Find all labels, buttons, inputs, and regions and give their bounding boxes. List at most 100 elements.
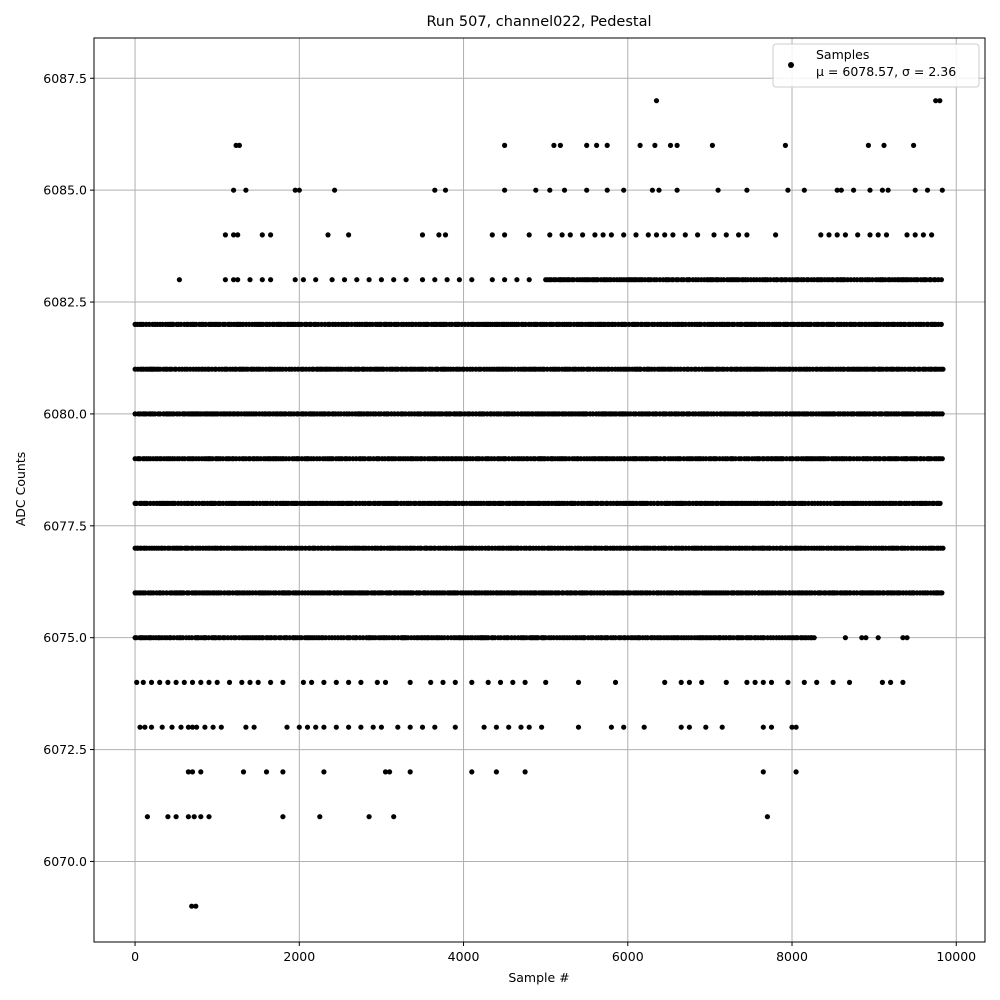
- data-point: [637, 142, 643, 148]
- data-point: [292, 187, 298, 193]
- data-point: [157, 679, 163, 686]
- data-point: [440, 679, 446, 686]
- data-point: [173, 679, 179, 686]
- data-point: [346, 232, 352, 238]
- data-point: [818, 232, 824, 238]
- data-point: [214, 679, 220, 686]
- data-point: [584, 142, 590, 148]
- data-point: [268, 277, 274, 283]
- data-point: [801, 187, 807, 193]
- data-point: [419, 232, 426, 238]
- data-point: [592, 232, 598, 238]
- data-point: [366, 814, 372, 820]
- data-point: [785, 187, 791, 193]
- x-tick-label: 4000: [448, 949, 480, 964]
- y-axis-label: ADC Counts: [13, 452, 28, 527]
- data-point: [181, 679, 187, 686]
- data-point: [493, 769, 499, 775]
- data-point: [662, 232, 668, 238]
- data-point: [382, 769, 389, 775]
- data-point: [879, 679, 886, 686]
- data-point: [744, 187, 750, 193]
- data-point: [575, 724, 582, 730]
- data-point: [649, 187, 656, 193]
- data-point: [670, 232, 676, 238]
- data-point: [346, 724, 352, 730]
- data-point: [633, 232, 639, 238]
- data-point: [600, 232, 606, 238]
- data-point: [251, 724, 257, 730]
- data-point: [194, 724, 200, 730]
- data-point: [489, 232, 495, 238]
- data-point: [159, 724, 165, 730]
- data-point: [938, 321, 944, 327]
- data-point: [198, 769, 204, 775]
- data-point: [526, 277, 532, 283]
- data-point: [321, 769, 327, 775]
- data-point: [855, 232, 861, 238]
- data-point: [366, 277, 372, 283]
- data-point: [236, 142, 242, 148]
- data-point: [189, 724, 196, 730]
- data-point: [760, 724, 766, 730]
- data-point: [452, 724, 458, 730]
- data-point: [723, 232, 729, 238]
- data-point: [148, 724, 155, 730]
- data-point: [793, 724, 799, 730]
- x-tick-label: 6000: [612, 949, 644, 964]
- data-point: [608, 232, 615, 238]
- data-point: [518, 724, 524, 730]
- data-point: [929, 232, 935, 238]
- data-point: [580, 232, 586, 238]
- data-point: [304, 724, 311, 730]
- data-point: [502, 187, 508, 193]
- data-point: [834, 232, 840, 238]
- data-point: [682, 232, 688, 238]
- data-point: [641, 724, 647, 730]
- data-point: [309, 679, 315, 686]
- data-point: [300, 679, 306, 686]
- data-point: [391, 277, 397, 283]
- data-point: [176, 277, 182, 283]
- data-point: [711, 232, 717, 238]
- y-tick-label: 6085.0: [43, 183, 87, 198]
- data-point: [760, 679, 766, 686]
- y-tick-label: 6087.5: [43, 71, 87, 86]
- data-point: [358, 724, 364, 730]
- data-point: [939, 411, 945, 417]
- data-point: [428, 679, 434, 686]
- data-point: [333, 679, 339, 686]
- data-point: [218, 724, 224, 730]
- data-point: [442, 232, 449, 238]
- data-point: [185, 769, 191, 775]
- data-point: [444, 277, 450, 283]
- data-point: [222, 232, 228, 238]
- data-point: [773, 232, 779, 238]
- data-point: [419, 277, 426, 283]
- data-point: [189, 679, 196, 686]
- data-point: [226, 679, 233, 686]
- data-point: [189, 903, 195, 909]
- data-point: [736, 232, 742, 238]
- data-point: [768, 724, 775, 730]
- legend-marker: [788, 62, 794, 68]
- data-point: [912, 187, 918, 193]
- data-point: [846, 679, 853, 686]
- data-point: [811, 635, 817, 641]
- x-axis-ticks: 0 2000 4000 6000 8000 10000: [131, 942, 976, 964]
- data-point: [547, 187, 553, 193]
- data-point: [502, 277, 508, 283]
- data-point: [940, 366, 946, 372]
- data-point: [768, 679, 775, 686]
- data-point: [567, 232, 573, 238]
- data-point: [502, 142, 508, 148]
- data-point: [900, 679, 906, 686]
- data-point: [142, 724, 148, 730]
- data-point: [280, 769, 286, 775]
- data-point: [904, 232, 910, 238]
- data-point: [321, 724, 327, 730]
- data-point: [247, 277, 253, 283]
- data-point: [240, 769, 247, 775]
- legend: Samples μ = 6078.57, σ = 2.36: [772, 43, 980, 88]
- data-point: [678, 679, 684, 686]
